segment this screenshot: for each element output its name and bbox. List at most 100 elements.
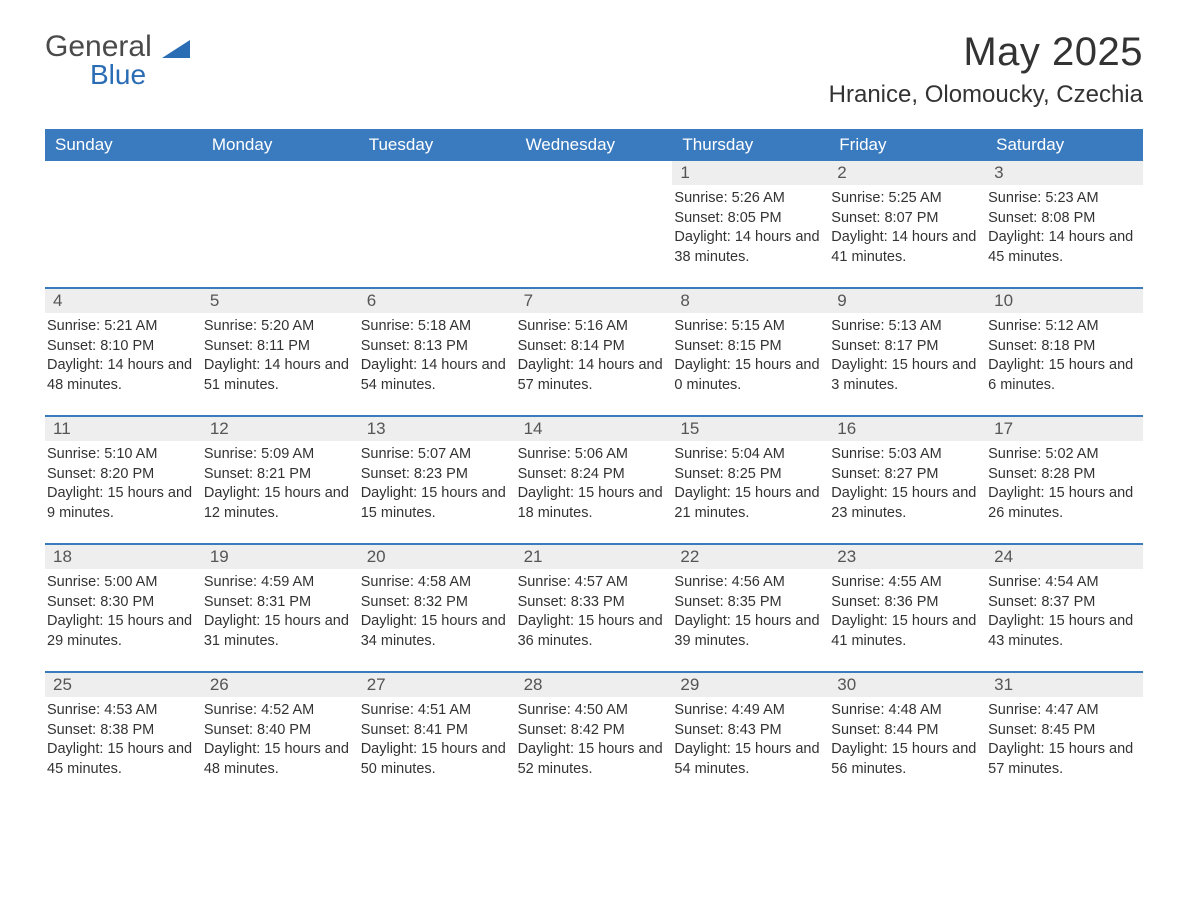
calendar-cell: 26Sunrise: 4:52 AMSunset: 8:40 PMDayligh… xyxy=(202,673,359,799)
day-number: 28 xyxy=(516,673,673,697)
calendar-cell: 1Sunrise: 5:26 AMSunset: 8:05 PMDaylight… xyxy=(672,161,829,287)
calendar-cell: . xyxy=(202,161,359,287)
sunrise-text: Sunrise: 4:54 AM xyxy=(988,573,1137,593)
logo-mark-icon xyxy=(162,32,190,54)
calendar-cell: 22Sunrise: 4:56 AMSunset: 8:35 PMDayligh… xyxy=(672,545,829,671)
calendar-cell: 31Sunrise: 4:47 AMSunset: 8:45 PMDayligh… xyxy=(986,673,1143,799)
calendar-cell: 16 Sunrise: 5:03 AMSunset: 8:27 PMDayligh… xyxy=(829,417,986,543)
day-info: Sunrise: 4:49 AMSunset: 8:43 PMDaylight:… xyxy=(672,701,829,779)
sunrise-text: Sunrise: 5:09 AM xyxy=(204,445,353,465)
sunrise-text: Sunrise: 5:26 AM xyxy=(674,189,823,209)
day-info: Sunrise: 5:00 AMSunset: 8:30 PMDaylight:… xyxy=(45,573,202,651)
daylight-text: Daylight: 15 hours and 48 minutes. xyxy=(204,740,353,779)
day-info: Sunrise: 4:48 AMSunset: 8:44 PMDaylight:… xyxy=(829,701,986,779)
sunrise-text: Sunrise: 5:04 AM xyxy=(674,445,823,465)
calendar-cell: 5Sunrise: 5:20 AMSunset: 8:11 PMDaylight… xyxy=(202,289,359,415)
sunrise-text: Sunrise: 4:56 AM xyxy=(674,573,823,593)
sunset-text: Sunset: 8:11 PM xyxy=(204,337,353,357)
day-info: Sunrise: 4:59 AMSunset: 8:31 PMDaylight:… xyxy=(202,573,359,651)
day-info: Sunrise: 5:18 AMSunset: 8:13 PMDaylight:… xyxy=(359,317,516,395)
day-number: 2 xyxy=(829,161,986,185)
sunset-text: Sunset: 8:41 PM xyxy=(361,721,510,741)
daylight-text: Daylight: 14 hours and 41 minutes. xyxy=(831,228,980,267)
day-info: Sunrise: 5:03 AMSunset: 8:27 PMDaylight:… xyxy=(829,445,986,523)
calendar-cell: 11Sunrise: 5:10 AMSunset: 8:20 PMDayligh… xyxy=(45,417,202,543)
calendar-cell: 2Sunrise: 5:25 AMSunset: 8:07 PMDaylight… xyxy=(829,161,986,287)
calendar-cell: . xyxy=(516,161,673,287)
calendar-cell: 28 Sunrise: 4:50 AMSunset: 8:42 PMDayligh… xyxy=(516,673,673,799)
daylight-text: Daylight: 15 hours and 45 minutes. xyxy=(47,740,196,779)
calendar-cell: 24Sunrise: 4:54 AMSunset: 8:37 PMDayligh… xyxy=(986,545,1143,671)
day-number: 27 xyxy=(359,673,516,697)
day-number: 15 xyxy=(672,417,829,441)
sunset-text: Sunset: 8:25 PM xyxy=(674,465,823,485)
day-number: 9 xyxy=(829,289,986,313)
daylight-text: Daylight: 15 hours and 0 minutes. xyxy=(674,356,823,395)
day-number: 14 xyxy=(516,417,673,441)
calendar-cell: 6 Sunrise: 5:18 AMSunset: 8:13 PMDaylight… xyxy=(359,289,516,415)
daylight-text: Daylight: 15 hours and 23 minutes. xyxy=(831,484,980,523)
daylight-text: Daylight: 15 hours and 9 minutes. xyxy=(47,484,196,523)
title-block: May 2025 Hranice, Olomoucky, Czechia xyxy=(829,30,1143,109)
calendar-cell: 17Sunrise: 5:02 AMSunset: 8:28 PMDayligh… xyxy=(986,417,1143,543)
day-info: Sunrise: 5:26 AMSunset: 8:05 PMDaylight:… xyxy=(672,189,829,267)
sunset-text: Sunset: 8:08 PM xyxy=(988,209,1137,229)
day-number: 6 xyxy=(359,289,516,313)
daylight-text: Daylight: 15 hours and 56 minutes. xyxy=(831,740,980,779)
day-number: 24 xyxy=(986,545,1143,569)
day-number: 19 xyxy=(202,545,359,569)
day-info: Sunrise: 4:50 AMSunset: 8:42 PMDaylight:… xyxy=(516,701,673,779)
day-number: 10 xyxy=(986,289,1143,313)
sunrise-text: Sunrise: 4:51 AM xyxy=(361,701,510,721)
sunrise-text: Sunrise: 5:13 AM xyxy=(831,317,980,337)
sunrise-text: Sunrise: 5:23 AM xyxy=(988,189,1137,209)
calendar-week: 4Sunrise: 5:21 AMSunset: 8:10 PMDaylight… xyxy=(45,287,1143,415)
sunrise-text: Sunrise: 4:57 AM xyxy=(518,573,667,593)
day-info: Sunrise: 5:13 AMSunset: 8:17 PMDaylight:… xyxy=(829,317,986,395)
sunset-text: Sunset: 8:10 PM xyxy=(47,337,196,357)
weekday-header: Sunday xyxy=(45,129,202,161)
day-info: Sunrise: 5:07 AMSunset: 8:23 PMDaylight:… xyxy=(359,445,516,523)
sunrise-text: Sunrise: 5:00 AM xyxy=(47,573,196,593)
daylight-text: Daylight: 15 hours and 41 minutes. xyxy=(831,612,980,651)
calendar-cell: 10Sunrise: 5:12 AMSunset: 8:18 PMDayligh… xyxy=(986,289,1143,415)
sunset-text: Sunset: 8:21 PM xyxy=(204,465,353,485)
sunrise-text: Sunrise: 5:10 AM xyxy=(47,445,196,465)
daylight-text: Daylight: 15 hours and 54 minutes. xyxy=(674,740,823,779)
page-subtitle: Hranice, Olomoucky, Czechia xyxy=(829,81,1143,109)
calendar: Sunday Monday Tuesday Wednesday Thursday… xyxy=(45,129,1143,799)
calendar-cell: 25 Sunrise: 4:53 AMSunset: 8:38 PMDayligh… xyxy=(45,673,202,799)
calendar-cell: 8Sunrise: 5:15 AMSunset: 8:15 PMDaylight… xyxy=(672,289,829,415)
day-number: 21 xyxy=(516,545,673,569)
day-info: Sunrise: 4:52 AMSunset: 8:40 PMDaylight:… xyxy=(202,701,359,779)
sunrise-text: Sunrise: 5:02 AM xyxy=(988,445,1137,465)
day-number: 16 xyxy=(829,417,986,441)
sunset-text: Sunset: 8:24 PM xyxy=(518,465,667,485)
sunset-text: Sunset: 8:14 PM xyxy=(518,337,667,357)
day-number: 5 xyxy=(202,289,359,313)
day-number: 25 xyxy=(45,673,202,697)
sunrise-text: Sunrise: 4:59 AM xyxy=(204,573,353,593)
day-info: Sunrise: 5:06 AMSunset: 8:24 PMDaylight:… xyxy=(516,445,673,523)
day-number: 12 xyxy=(202,417,359,441)
sunrise-text: Sunrise: 4:47 AM xyxy=(988,701,1137,721)
sunset-text: Sunset: 8:15 PM xyxy=(674,337,823,357)
calendar-cell: 9 Sunrise: 5:13 AMSunset: 8:17 PMDaylight… xyxy=(829,289,986,415)
sunset-text: Sunset: 8:33 PM xyxy=(518,593,667,613)
sunset-text: Sunset: 8:07 PM xyxy=(831,209,980,229)
calendar-cell: 30Sunrise: 4:48 AMSunset: 8:44 PMDayligh… xyxy=(829,673,986,799)
sunset-text: Sunset: 8:28 PM xyxy=(988,465,1137,485)
day-number: 29 xyxy=(672,673,829,697)
calendar-cell: . xyxy=(359,161,516,287)
sunset-text: Sunset: 8:38 PM xyxy=(47,721,196,741)
calendar-cell: 27Sunrise: 4:51 AMSunset: 8:41 PMDayligh… xyxy=(359,673,516,799)
sunset-text: Sunset: 8:43 PM xyxy=(674,721,823,741)
day-number: 7 xyxy=(516,289,673,313)
daylight-text: Daylight: 15 hours and 15 minutes. xyxy=(361,484,510,523)
sunset-text: Sunset: 8:40 PM xyxy=(204,721,353,741)
calendar-week: 18Sunrise: 5:00 AMSunset: 8:30 PMDayligh… xyxy=(45,543,1143,671)
day-info: Sunrise: 4:53 AMSunset: 8:38 PMDaylight:… xyxy=(45,701,202,779)
day-info: Sunrise: 5:02 AMSunset: 8:28 PMDaylight:… xyxy=(986,445,1143,523)
logo: General Blue xyxy=(45,30,190,98)
weeks-container: ....1Sunrise: 5:26 AMSunset: 8:05 PMDayl… xyxy=(45,161,1143,799)
